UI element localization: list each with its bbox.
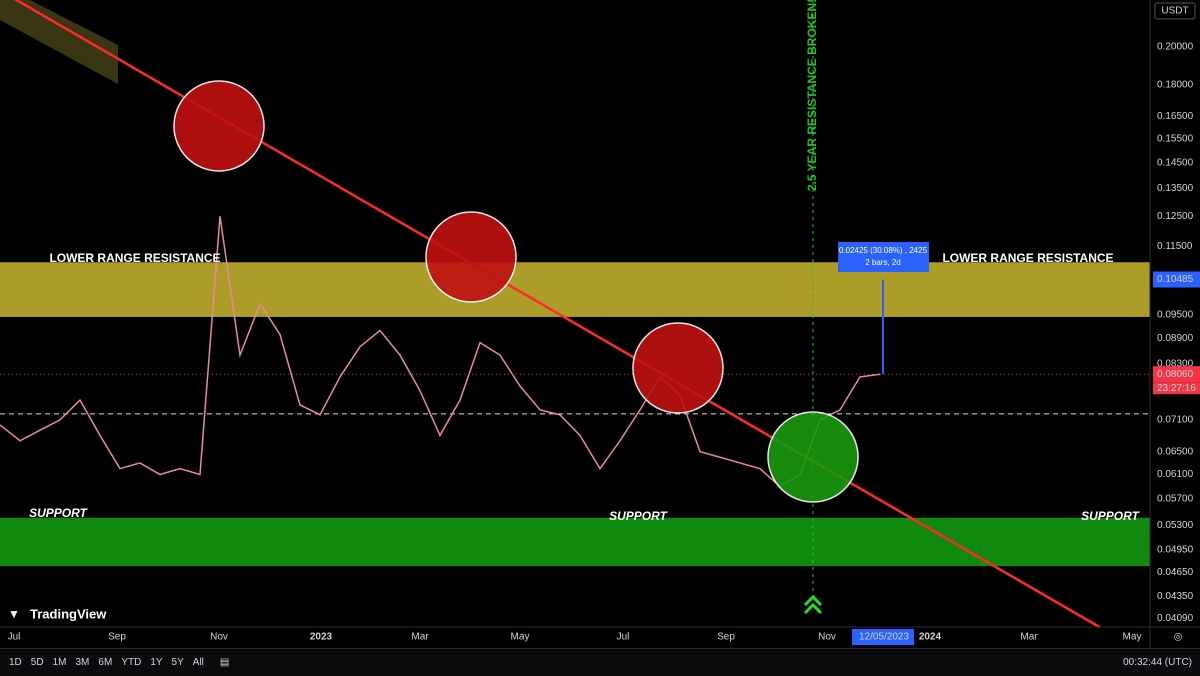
toolbar: 1D 5D 1M 3M 6M YTD 1Y 5Y All ▤ 00:32:44 (UTC) [0, 648, 1200, 676]
price-tick: 0.11500 [1157, 241, 1193, 252]
time-label: 12/05/2023 [859, 632, 909, 643]
chart: 0.02425 (30.08%) , 2425 2 bars, 2d LOWER R… [0, 0, 1200, 648]
price-tick: 0.15500 [1157, 133, 1194, 144]
time-label: 2023 [310, 632, 333, 643]
price-tick: 0.20000 [1157, 42, 1194, 53]
time-label: Mar [1020, 632, 1038, 643]
price-tick: 0.16500 [1157, 111, 1194, 122]
time-label: Jul [8, 632, 21, 643]
price-tick: 0.08300 [1157, 358, 1194, 369]
range-button[interactable]: 1Y [150, 657, 163, 668]
time-label: 2024 [919, 632, 942, 643]
range-button[interactable]: 6M [98, 657, 113, 668]
calendar-button[interactable]: ▤ [219, 657, 230, 668]
price-badge [1153, 271, 1200, 288]
price-badge-text: 0.10485 [1157, 274, 1194, 285]
settings-icon: ◎ [1174, 632, 1183, 643]
price-tick: 0.04350 [1157, 591, 1194, 602]
measure-text: 0.02425 (30.08%) , 2425 [839, 246, 928, 255]
price-tick: 0.04090 [1157, 613, 1194, 624]
time-label: Nov [210, 632, 228, 643]
range-button[interactable]: YTD [121, 657, 142, 668]
marker-circle [173, 80, 265, 172]
price-tick: 0.04650 [1157, 567, 1194, 578]
price-tick: 0.09500 [1157, 310, 1194, 321]
price-tick: 0.05300 [1157, 520, 1194, 531]
range-button[interactable]: 5D [30, 657, 44, 668]
annotation: LOWER RANGE RESISTANCE [49, 251, 220, 265]
support-zone [0, 517, 1150, 567]
decor-zone [0, 0, 118, 84]
price-badge-text: 0.08060 [1157, 369, 1194, 380]
date-badge [852, 629, 914, 645]
time-label: Sep [108, 632, 126, 643]
measure-text: 2 bars, 2d [865, 258, 901, 267]
time-label: Jul [617, 632, 630, 643]
countdown: 23:27:16 [1157, 383, 1196, 394]
price-tick: 0.13500 [1157, 183, 1194, 194]
price-tick: 0.14500 [1157, 157, 1194, 168]
price-tick: 0.06100 [1157, 469, 1194, 480]
countdown-box [1153, 382, 1200, 395]
price-tick: 0.06500 [1157, 446, 1194, 457]
clock: 00:32:44 (UTC) [1123, 657, 1192, 668]
price-tick: 0.12500 [1157, 211, 1194, 222]
marker-circle [632, 322, 724, 414]
annotation: LOWER RANGE RESISTANCE [942, 251, 1113, 265]
unit: USDT [1161, 6, 1188, 17]
price-tick: 0.18000 [1157, 80, 1194, 91]
up-arrows [803, 594, 823, 615]
range-button[interactable]: 1M [52, 657, 67, 668]
annotation: SUPPORT [29, 506, 88, 520]
time-label: May [1123, 632, 1142, 643]
resistance-zone [0, 262, 1150, 317]
time-label: May [511, 632, 530, 643]
range-button[interactable]: 3M [75, 657, 90, 668]
price-tick: 0.08900 [1157, 333, 1194, 344]
annotation: SUPPORT [609, 509, 668, 523]
annotation: SUPPORT [1081, 509, 1140, 523]
time-label: Mar [411, 632, 429, 643]
annotation: 2.5 YEAR RESISTANCE BROKEN! [805, 0, 819, 191]
marker-circle [425, 211, 517, 303]
price-tick: 0.07100 [1157, 415, 1194, 426]
range-button[interactable]: All [192, 657, 204, 668]
range-button[interactable]: 1D [9, 657, 22, 668]
logo-icon: ▼ [8, 607, 20, 621]
trendline [13, 0, 1101, 629]
price-badge [1153, 366, 1200, 383]
time-label: Nov [818, 632, 836, 643]
price-tick: 0.04950 [1157, 544, 1194, 555]
price-tick: 0.05700 [1157, 494, 1194, 505]
marker-circle [767, 411, 859, 503]
price-line [0, 216, 881, 488]
range-button[interactable]: 5Y [171, 657, 184, 668]
unit-box [1154, 2, 1196, 20]
time-label: Sep [717, 632, 735, 643]
logo: TradingView [30, 606, 107, 621]
measure-box [838, 242, 929, 272]
